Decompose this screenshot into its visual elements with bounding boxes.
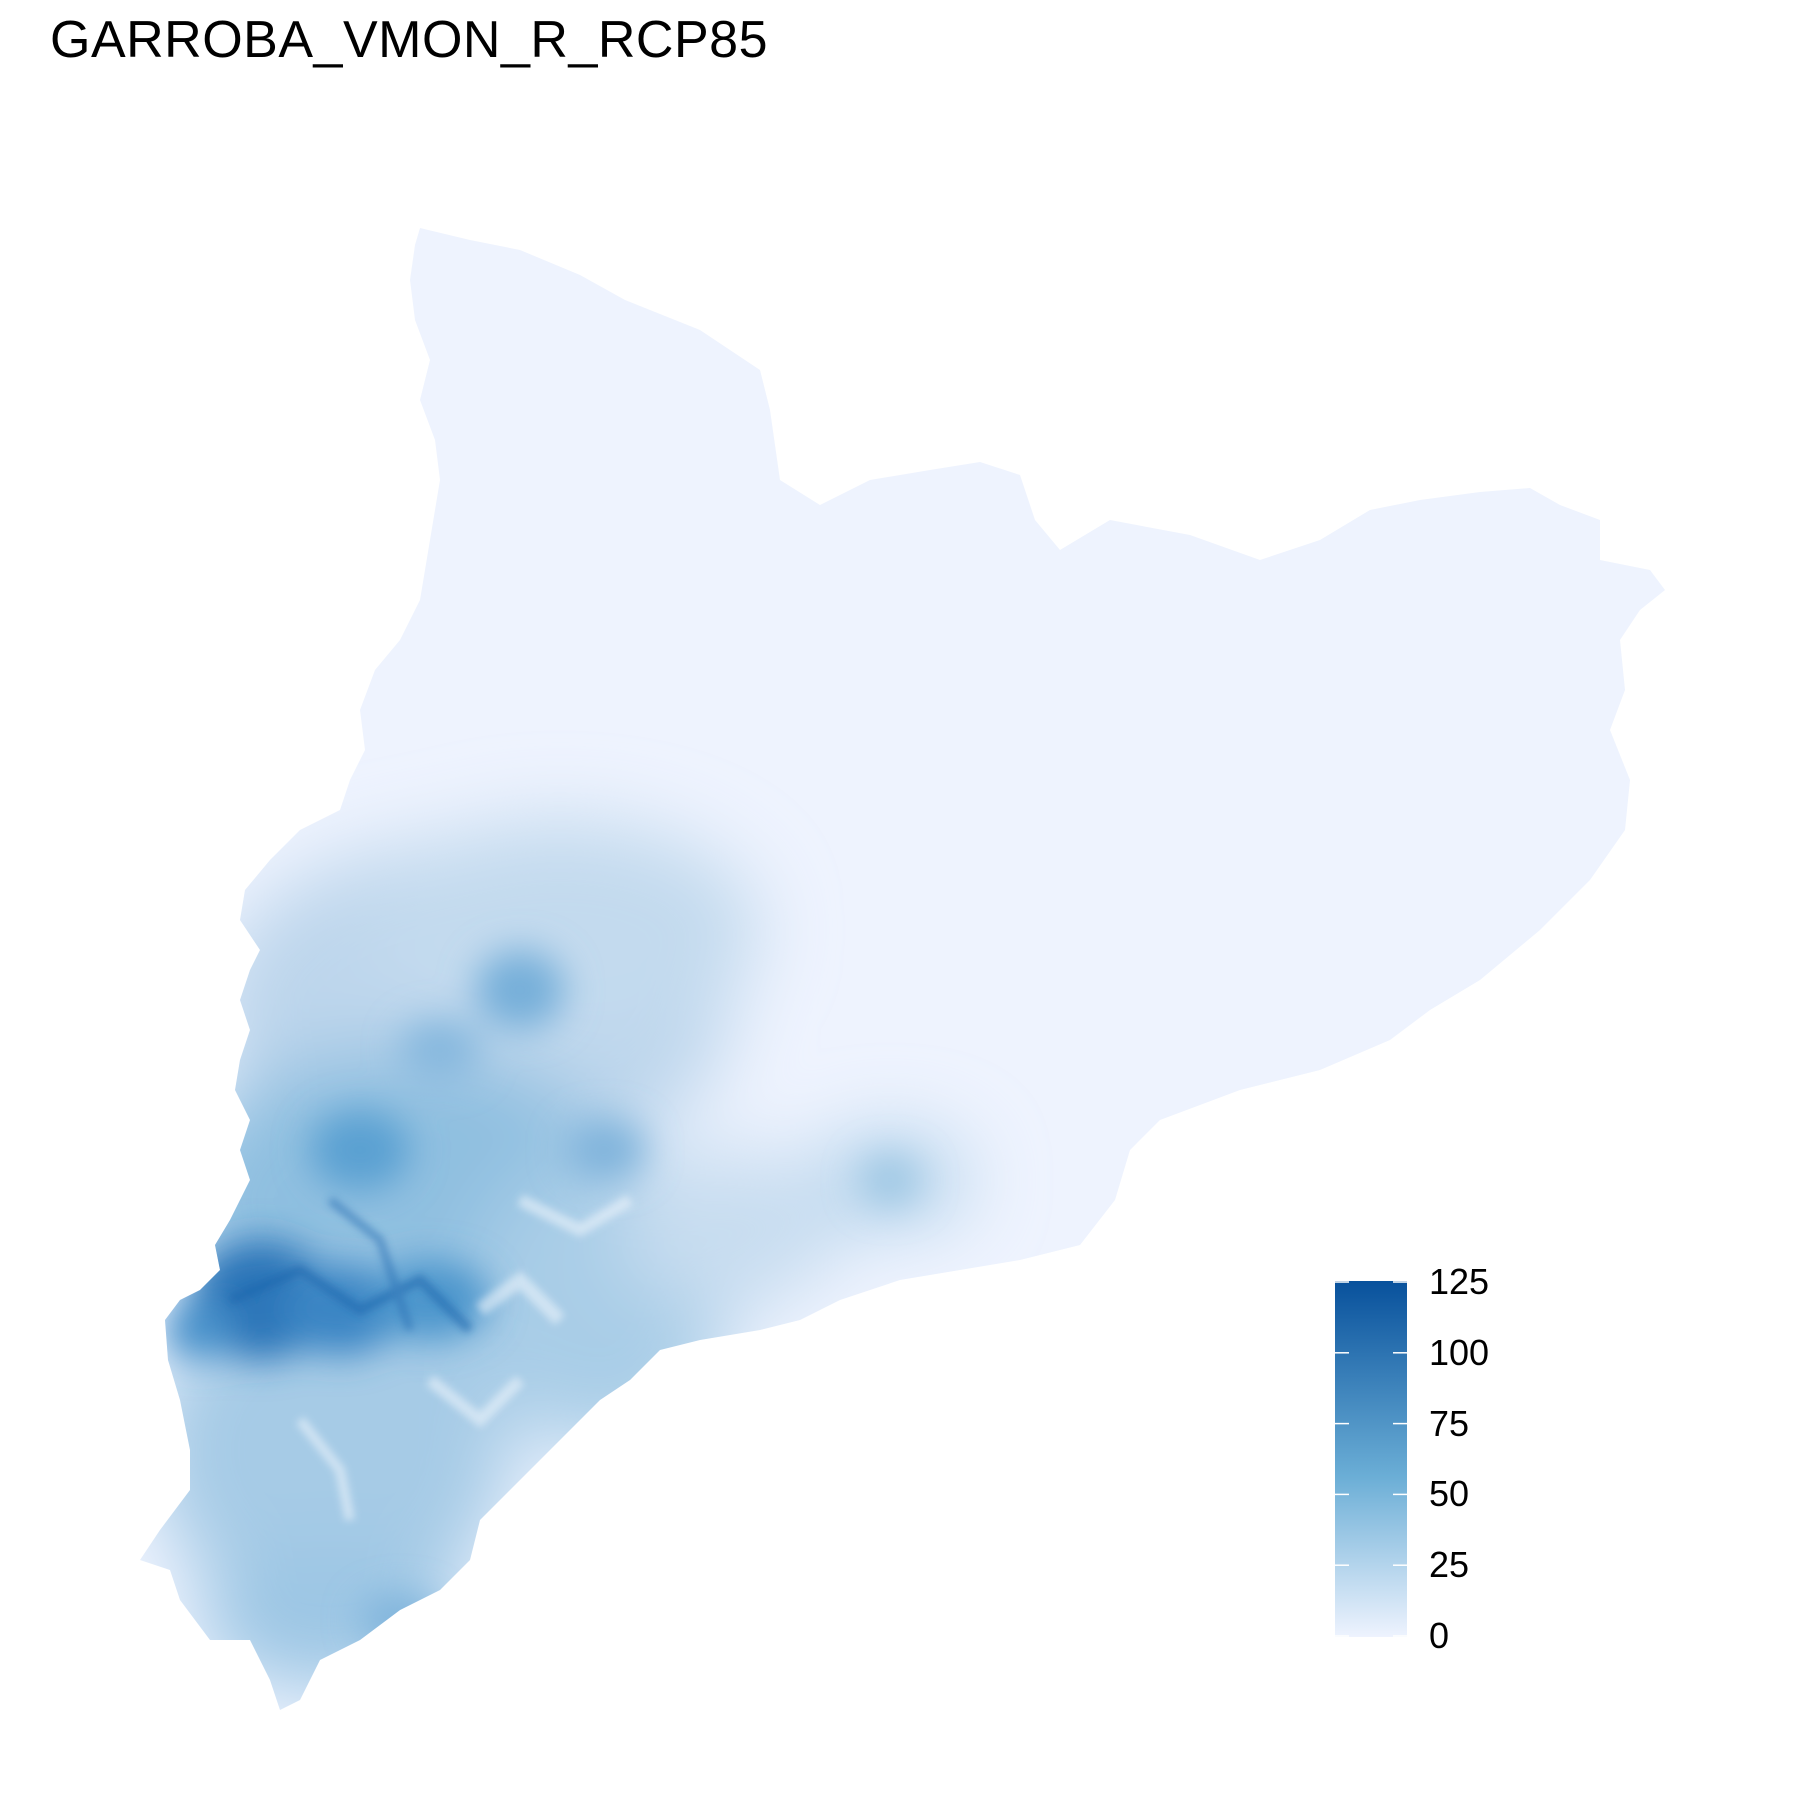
colorbar-ticks <box>1335 1281 1407 1637</box>
valley-texture <box>228 1194 634 1521</box>
map-title: GARROBA_VMON_R_RCP85 <box>50 11 768 69</box>
colorbar-tick-label: 125 <box>1429 1261 1490 1302</box>
colorbar-tick-label: 100 <box>1429 1331 1490 1373</box>
colorbar-tick-label: 25 <box>1429 1544 1470 1586</box>
colorbar-legend: 125 100 75 50 25 0 <box>1335 1264 1535 1656</box>
colorbar-tick-label: 75 <box>1429 1402 1470 1444</box>
colorbar-tick-label: 0 <box>1429 1615 1450 1656</box>
colorbar-tick-label: 50 <box>1429 1473 1470 1515</box>
colorbar <box>1335 1281 1407 1637</box>
